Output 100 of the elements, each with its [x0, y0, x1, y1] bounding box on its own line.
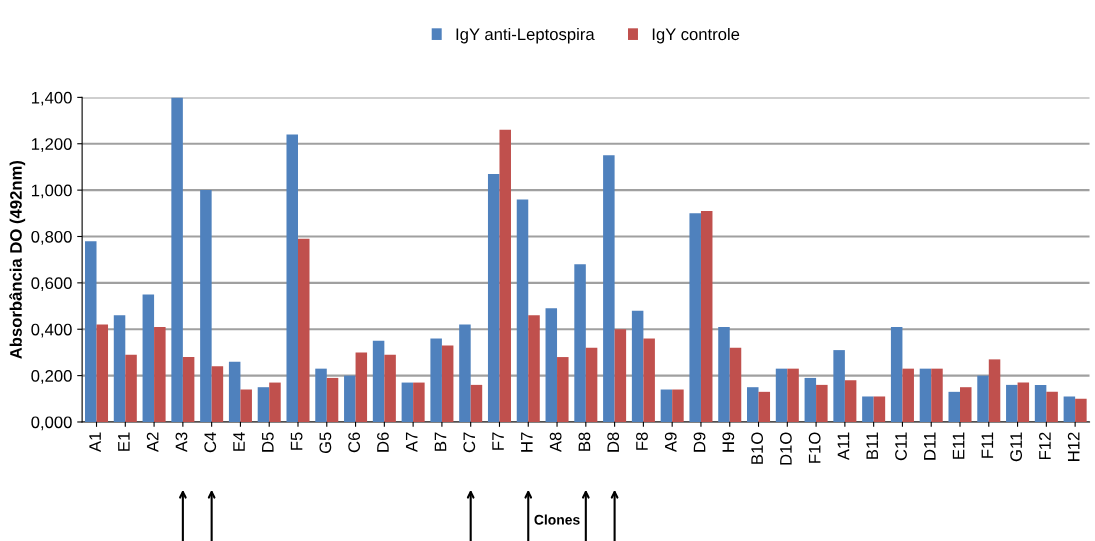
x-tick-label: C4	[204, 432, 217, 453]
bar	[643, 338, 655, 422]
y-tick-label: 0,800	[31, 230, 72, 245]
x-tick-label: H7	[521, 432, 533, 452]
y-axis-title: Absorbância DO (492nm)	[9, 160, 26, 359]
x-tick-label: D9	[693, 432, 706, 452]
x-tick-label: E11	[952, 432, 965, 459]
x-tick-label: F5	[290, 432, 303, 450]
x-tick-label: A3	[175, 432, 188, 453]
bar	[200, 190, 212, 422]
bar	[286, 134, 298, 422]
bar	[747, 387, 759, 422]
bar	[614, 329, 627, 422]
bar	[142, 294, 155, 422]
bar	[372, 340, 385, 422]
bar	[844, 380, 857, 422]
bar	[96, 324, 109, 422]
legend-label: IgY controle	[652, 27, 740, 44]
bar	[585, 347, 598, 422]
bar	[902, 368, 914, 422]
x-tick-label: D11	[924, 432, 936, 460]
bar	[326, 377, 339, 422]
bar	[1075, 398, 1087, 422]
bar	[211, 366, 224, 422]
bar	[182, 357, 195, 422]
x-tick-label: B7	[434, 432, 447, 451]
bar	[1046, 391, 1058, 422]
bar	[499, 129, 511, 422]
bar	[816, 384, 828, 422]
bar	[631, 310, 644, 422]
bar	[487, 173, 500, 422]
bar	[689, 213, 701, 422]
y-tick-label: 1,400	[31, 91, 72, 106]
bar	[931, 368, 943, 422]
x-tick-label: F1O	[808, 432, 821, 463]
legend-label: IgY anti-Leptospira	[456, 27, 595, 44]
bar	[660, 389, 673, 422]
bar	[787, 368, 799, 422]
bar	[344, 375, 356, 422]
bar	[988, 359, 1001, 422]
x-tick-label: F11	[981, 432, 994, 458]
bar	[718, 326, 730, 422]
bar	[355, 352, 368, 422]
bar	[315, 368, 327, 422]
bar	[1006, 384, 1018, 422]
bar	[516, 199, 529, 422]
x-tick-label: F7	[492, 432, 504, 450]
x-tick-label: C7	[463, 432, 476, 453]
bar	[758, 391, 771, 422]
bar	[413, 382, 425, 422]
bar	[154, 326, 166, 422]
bar	[804, 377, 817, 422]
bar	[384, 354, 396, 422]
x-tick-label: A1	[89, 432, 101, 453]
y-tick-label: 0,200	[31, 370, 72, 384]
bar	[125, 354, 137, 422]
x-tick-label: A7	[405, 432, 418, 453]
bar	[603, 155, 615, 422]
bar	[228, 361, 241, 422]
x-tick-label: E1	[118, 432, 130, 451]
x-tick-label: H12	[1067, 432, 1080, 461]
bar	[1063, 396, 1076, 422]
bar	[873, 396, 886, 422]
x-axis-title: Clones	[534, 514, 580, 525]
bar	[672, 389, 684, 422]
x-tick-label: D5	[262, 432, 274, 452]
x-tick-label: H9	[722, 432, 735, 452]
bar	[1017, 382, 1030, 422]
x-tick-label: B8	[578, 432, 591, 451]
y-tick-label: 1,000	[31, 184, 72, 199]
y-tick-label: 1,200	[31, 138, 72, 152]
x-tick-label: D1O	[779, 432, 792, 465]
y-tick-label: 0,000	[31, 416, 72, 431]
bar	[528, 315, 540, 422]
bar	[919, 368, 932, 422]
y-tick-label: 0,400	[31, 323, 72, 338]
bar	[171, 97, 183, 422]
x-tick-label: A11	[837, 432, 850, 461]
bar	[960, 387, 972, 422]
bar	[470, 384, 483, 422]
bar	[1034, 384, 1047, 422]
bar	[545, 308, 558, 422]
x-tick-label: F12	[1039, 432, 1051, 460]
bar	[833, 350, 845, 422]
bar	[862, 396, 874, 422]
x-tick-label: G11	[1010, 432, 1023, 462]
x-tick-label: D8	[607, 432, 620, 452]
x-tick-label: G5	[319, 432, 332, 454]
bar	[700, 210, 713, 422]
bar	[240, 389, 252, 422]
bar	[977, 375, 989, 422]
bar	[890, 326, 903, 422]
x-tick-label: A8	[549, 432, 562, 453]
bar	[298, 238, 310, 422]
bar	[775, 368, 788, 422]
x-tick-label: F8	[636, 432, 648, 450]
x-tick-label: E4	[233, 432, 245, 451]
x-tick-label: A2	[146, 432, 159, 453]
x-tick-label: A9	[664, 432, 677, 453]
bar	[113, 315, 126, 422]
